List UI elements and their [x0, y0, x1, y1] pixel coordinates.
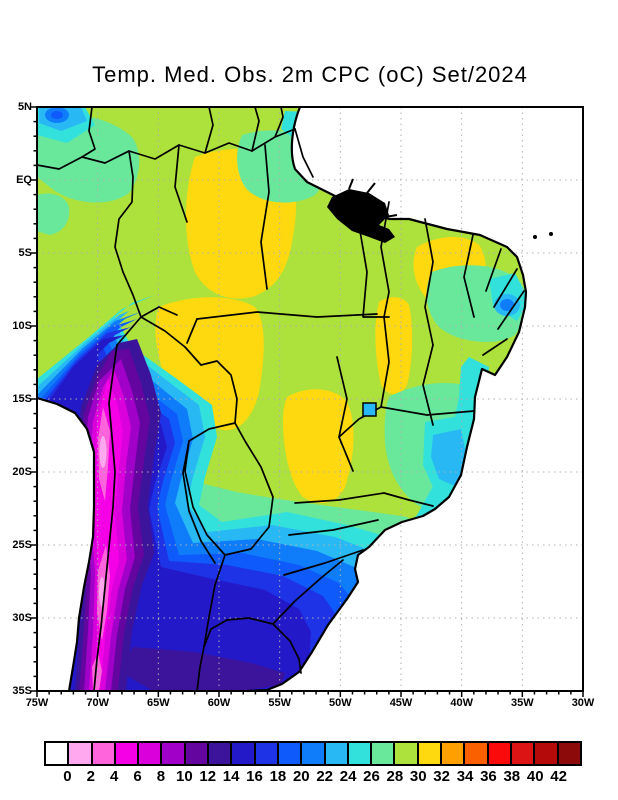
colorbar-cell — [509, 741, 536, 766]
coastline — [36, 106, 528, 693]
colorbar-tick-label: 24 — [339, 768, 357, 785]
colorbar — [44, 741, 582, 766]
borders — [36, 106, 525, 692]
colorbar-cell — [393, 741, 419, 766]
colorbar-cell — [183, 741, 210, 766]
colorbar-tick-label: 30 — [409, 768, 427, 785]
colorbar-tick-label: 2 — [86, 768, 95, 785]
colorbar-tick-label: 4 — [110, 768, 119, 785]
colorbar-cell — [300, 741, 326, 766]
colorbar-cell — [486, 741, 512, 766]
lat-label: 25S — [12, 539, 32, 551]
colorbar-cell — [67, 741, 93, 766]
colorbar-cell — [90, 741, 116, 766]
colorbar-cell — [346, 741, 373, 766]
reservoir — [362, 402, 377, 417]
lat-label: 15S — [12, 393, 32, 405]
colorbar-cell — [253, 741, 279, 766]
lat-label: 20S — [12, 466, 32, 478]
colorbar-cell — [556, 741, 582, 766]
lon-label: 40W — [450, 697, 473, 709]
lon-label: 45W — [389, 697, 413, 709]
colorbar-tick-label: 32 — [433, 768, 450, 785]
colorbar-cell — [533, 741, 559, 766]
colorbar-tick-label: 22 — [316, 768, 334, 785]
colorbar-tick-label: 12 — [199, 768, 217, 785]
lat-label: 10S — [12, 320, 32, 332]
lat-label: 35S — [12, 685, 32, 697]
colorbar-cell — [440, 741, 466, 766]
colorbar-cell — [463, 741, 489, 766]
colorbar-cell — [276, 741, 303, 766]
amazon-delta-channels — [348, 178, 398, 218]
temp-fill-30-32 — [155, 148, 486, 503]
colorbar-tick-label: 38 — [503, 768, 521, 785]
lon-label: 60W — [207, 697, 231, 709]
colorbar-tick-label: 40 — [526, 768, 544, 785]
colorbar-cell — [323, 741, 349, 766]
lon-label: 65W — [147, 697, 170, 709]
lat-label: 30S — [12, 612, 32, 624]
lon-label: 30W — [571, 697, 595, 709]
colorbar-tick-label: 36 — [480, 768, 497, 785]
colorbar-tick-label: 16 — [246, 768, 263, 785]
colorbar-cell — [416, 741, 443, 766]
lon-label: 70W — [86, 697, 109, 709]
colorbar-cell — [230, 741, 256, 766]
lon-label: 50W — [329, 697, 352, 709]
colorbar-tick-label: 42 — [550, 768, 567, 785]
lat-label: 5N — [17, 101, 32, 113]
colorbar-cell — [370, 741, 396, 766]
lat-label: EQ — [16, 174, 32, 186]
lat-label: 5S — [18, 247, 32, 259]
figure-title: Temp. Med. Obs. 2m CPC (oC) Set/2024 — [92, 62, 528, 87]
colorbar-tick-label: 18 — [269, 768, 287, 785]
map-plot-area — [31, 106, 584, 697]
map-frame — [36, 106, 584, 692]
colorbar-tick-label: 0 — [63, 768, 72, 785]
islands — [533, 232, 553, 239]
colorbar-tick-label: 26 — [363, 768, 380, 785]
lon-label: 35W — [511, 697, 534, 709]
colorbar-tick-label: 20 — [292, 768, 310, 785]
lon-label: 55W — [268, 697, 291, 709]
colorbar-tick-label: 28 — [386, 768, 404, 785]
colorbar-cell — [160, 741, 186, 766]
colorbar-tick-label: 10 — [176, 768, 193, 785]
colorbar-cell — [44, 741, 70, 766]
colorbar-tick-label: 8 — [156, 768, 166, 785]
colorbar-cell — [137, 741, 163, 766]
lon-label: 75W — [25, 697, 49, 709]
colorbar-tick-label: 6 — [133, 768, 142, 785]
colorbar-cell — [207, 741, 233, 766]
grid-lines — [37, 107, 583, 691]
temperature-field — [37, 107, 526, 691]
amazon-delta — [327, 189, 395, 243]
colorbar-tick-label: 14 — [222, 768, 240, 785]
colorbar-tick-label: 34 — [456, 768, 474, 785]
colorbar-cell — [113, 741, 140, 766]
